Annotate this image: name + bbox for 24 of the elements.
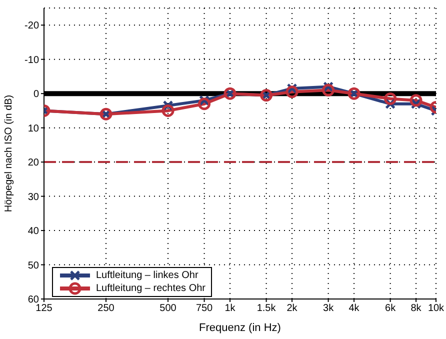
x-tick-label: 8k bbox=[410, 303, 422, 314]
x-tick-label: 1k bbox=[224, 303, 236, 314]
x-axis-title: Frequenz (in Hz) bbox=[199, 322, 281, 334]
x-tick-label: 4k bbox=[348, 303, 360, 314]
y-tick-label: 0 bbox=[33, 89, 40, 100]
x-tick-label: 125 bbox=[36, 303, 53, 314]
x-tick-label: 500 bbox=[160, 303, 177, 314]
legend-label: Luftleitung – linkes Ohr bbox=[96, 270, 198, 281]
y-tick-label: -20 bbox=[24, 20, 40, 32]
y-tick-label: 30 bbox=[28, 192, 40, 203]
x-tick-label: 1.5k bbox=[256, 303, 277, 314]
y-tick-label: 20 bbox=[28, 158, 40, 169]
y-tick-label: 40 bbox=[28, 226, 40, 238]
x-tick-label: 10k bbox=[428, 303, 446, 314]
y-tick-label: -10 bbox=[24, 54, 40, 66]
y-tick-label: 10 bbox=[28, 123, 40, 134]
y-tick-label: 50 bbox=[28, 260, 40, 272]
x-tick-label: 3k bbox=[323, 303, 335, 314]
y-axis-title: Hörpegel nach ISO (in dB) bbox=[4, 94, 15, 212]
x-tick-label: 250 bbox=[98, 303, 115, 314]
x-tick-label: 750 bbox=[196, 303, 214, 314]
x-tick-label: 6k bbox=[385, 303, 397, 314]
x-tick-label: 2k bbox=[286, 303, 298, 314]
legend-label: Luftleitung – rechtes Ohr bbox=[96, 283, 206, 294]
